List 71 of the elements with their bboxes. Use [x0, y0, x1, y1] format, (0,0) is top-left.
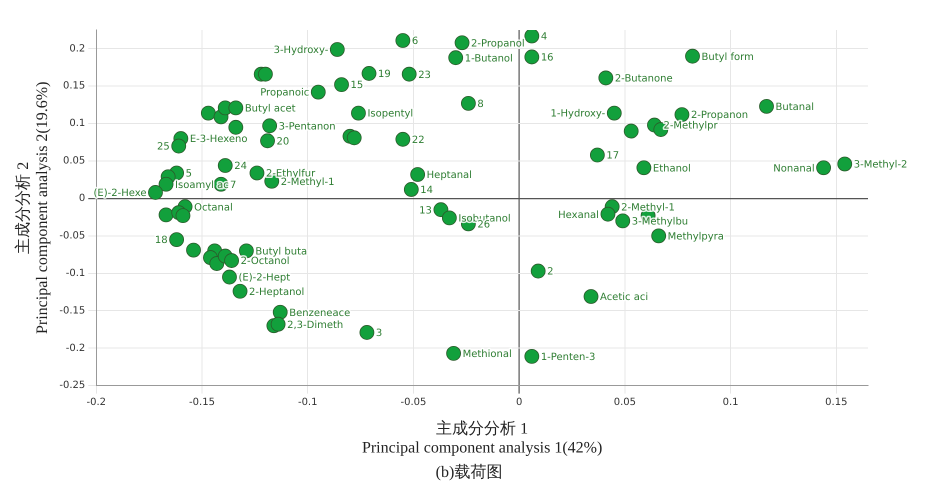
- annotation: 1-Hydroxy-: [550, 108, 606, 120]
- annotation: 2-Heptanol: [249, 286, 304, 298]
- y-tick-label: 0.1: [69, 118, 86, 130]
- y-tick-label: 0.2: [69, 43, 86, 54]
- annotation: 3-Hydroxy-: [274, 45, 329, 56]
- annotation: (E)-2-Hept: [238, 272, 290, 284]
- annotation: Methional: [462, 349, 512, 360]
- annotation: Benzeneace: [289, 308, 350, 319]
- annotation: 25: [157, 142, 170, 153]
- annotation: 3: [376, 328, 382, 340]
- annotation: 4: [540, 32, 548, 43]
- annotation: 17: [606, 150, 620, 162]
- annotation: 2: [547, 266, 554, 278]
- annotation: Methylpyra: [668, 231, 724, 242]
- y-axis-title: 主成分分析 2 Principal component analysis 2(19.6%): [14, 82, 52, 334]
- annotation: Butyl buta: [255, 246, 308, 258]
- annotation: Octanal: [194, 202, 233, 214]
- annotation: Acetic aci: [600, 292, 648, 304]
- annotation: 8: [477, 98, 484, 110]
- annotation: 22: [412, 134, 425, 146]
- annotation: Isopentyl: [367, 108, 414, 120]
- x-tick-label: -0.2: [86, 397, 106, 408]
- annotation: Ethanol: [652, 163, 691, 174]
- y-tick-label: -0.2: [66, 342, 86, 354]
- annotation: 2,3-Dimeth: [287, 320, 344, 331]
- annotation: 15: [350, 80, 364, 92]
- annotation: 1-Butanol: [464, 53, 513, 64]
- annotation: 2-Octanol: [240, 256, 290, 268]
- annotation: 18: [154, 235, 168, 246]
- y-tick-label: -0.1: [66, 268, 86, 279]
- x-tick-label: 0.1: [722, 397, 739, 408]
- annotation: E-3-Hexeno: [190, 134, 248, 146]
- annotation: 1-Penten-3: [540, 352, 596, 363]
- annotation: 16: [540, 52, 554, 64]
- x-axis-title: 主成分分析 1 Principal component analysis 1(42%): [362, 419, 602, 457]
- annotation: 2-Propanon: [690, 110, 748, 122]
- y-tick-label: 0.15: [63, 80, 86, 92]
- annotation: 24: [234, 161, 247, 172]
- annotation: 14: [420, 185, 434, 196]
- x-tick-label: -0.05: [400, 397, 426, 408]
- annotation: 3-Pentanon: [278, 121, 336, 132]
- text: (b)载荷图: [434, 462, 504, 483]
- annotation: Propanoic: [260, 88, 310, 99]
- annotation: Hexanal: [558, 210, 599, 221]
- annotation: Butyl form: [702, 52, 754, 63]
- annotation: 6: [412, 36, 418, 48]
- annotation: 19: [378, 69, 391, 80]
- x-tick-label: 0.05: [614, 397, 636, 408]
- annotation: 7: [230, 180, 236, 191]
- x-tick-label: -0.15: [189, 397, 215, 408]
- annotation: (E)-2-Hexe: [94, 188, 146, 200]
- annotation: Nonanal: [773, 163, 815, 174]
- annotation: 2-Methyl-1: [621, 202, 675, 214]
- annotation: Butanal: [776, 102, 814, 113]
- y-tick-label: -0.15: [59, 305, 86, 316]
- annotation: 23: [418, 70, 431, 81]
- y-tick-label: -0.05: [59, 230, 86, 242]
- x-tick-label: 0: [516, 397, 522, 408]
- annotation: 5: [186, 168, 192, 180]
- y-tick-label: -0.25: [59, 380, 86, 392]
- y-tick-label: 0.05: [63, 156, 86, 167]
- annotation: 2-Butanone: [614, 74, 673, 85]
- annotation: 3-Methyl-2: [854, 160, 908, 171]
- y-tick-label: 0: [78, 193, 86, 204]
- annotation: 20: [276, 136, 290, 148]
- x-tick-label: -0.1: [298, 397, 318, 408]
- annotation: Butyl acet: [244, 103, 296, 114]
- annotation: Heptanal: [426, 170, 472, 182]
- annotation: 3-Methylbu: [632, 216, 688, 228]
- x-tick-label: 0.15: [825, 397, 848, 408]
- annotation: 13: [419, 205, 432, 216]
